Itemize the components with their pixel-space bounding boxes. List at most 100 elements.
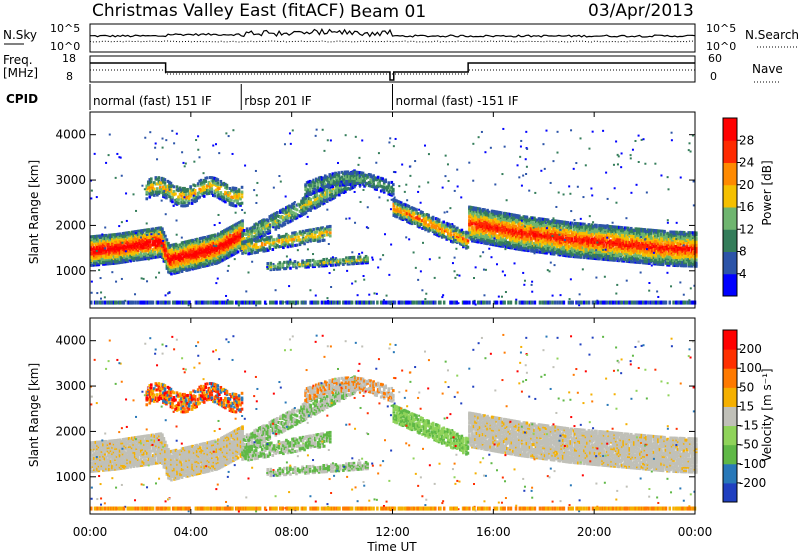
power-cell <box>587 226 591 230</box>
power-cell <box>587 254 591 258</box>
power-cell <box>173 263 176 267</box>
power-cell <box>592 256 595 260</box>
power-cell <box>212 182 215 186</box>
power-cell <box>533 246 536 250</box>
power-cell <box>152 241 155 245</box>
power-cell <box>263 222 267 226</box>
power-cell <box>224 233 228 237</box>
power-cell <box>530 238 533 242</box>
power-cell <box>574 248 577 252</box>
power-cell <box>489 215 492 219</box>
power-cell <box>173 260 176 264</box>
power-cell <box>173 265 176 269</box>
power-cell <box>601 232 604 236</box>
power-cell <box>133 255 137 259</box>
power-cell <box>477 218 480 222</box>
power-cell <box>135 256 138 260</box>
power-cell <box>97 248 101 252</box>
power-cell <box>240 190 244 194</box>
power-cell <box>548 250 551 254</box>
power-cell <box>106 248 110 252</box>
power-cell <box>629 249 633 253</box>
power-cell <box>192 263 196 267</box>
power-cell <box>675 260 678 264</box>
power-cell <box>499 223 503 227</box>
power-cell <box>590 229 594 233</box>
power-cell <box>147 251 151 255</box>
power-cell <box>666 247 669 251</box>
power-cell <box>548 231 551 235</box>
power-cell <box>229 227 232 231</box>
power-cell <box>682 235 686 239</box>
power-cell <box>138 246 141 250</box>
power-cell <box>639 261 642 265</box>
power-cell <box>97 252 101 256</box>
power-cell <box>654 235 657 239</box>
power-cell <box>593 231 597 235</box>
power-cell <box>164 255 167 259</box>
power-cell <box>498 214 501 218</box>
power-cell <box>575 241 579 245</box>
power-cell <box>602 224 606 228</box>
power-cell <box>132 243 135 247</box>
power-cell <box>667 236 671 240</box>
power-cell <box>253 229 256 233</box>
power-cell <box>636 232 639 236</box>
power-cell <box>245 228 249 232</box>
power-cell <box>159 251 163 255</box>
power-cell <box>177 256 181 260</box>
power-cell <box>130 248 134 252</box>
power-cell <box>480 229 483 233</box>
power-cell <box>598 257 601 261</box>
power-cell <box>667 252 671 256</box>
power-cell <box>572 226 576 230</box>
power-cell <box>604 238 607 242</box>
power-cell <box>539 230 542 234</box>
power-cell <box>475 210 479 214</box>
power-cell <box>176 248 179 252</box>
power-cell <box>251 238 255 242</box>
power-cell <box>521 221 524 225</box>
power-cell <box>599 238 603 242</box>
power-cell <box>276 214 279 218</box>
power-cell <box>279 209 282 213</box>
power-cell <box>493 226 497 230</box>
power-cell <box>133 239 137 243</box>
power-cell <box>548 232 551 236</box>
power-cell <box>153 239 157 243</box>
power-cell <box>147 228 151 232</box>
power-cell <box>209 237 213 241</box>
power-cell <box>195 252 199 256</box>
power-cell <box>129 238 132 242</box>
power-cell <box>145 241 149 245</box>
power-cell <box>280 214 284 218</box>
power-cell <box>539 239 542 243</box>
power-cell <box>155 247 158 251</box>
power-cell <box>695 252 698 256</box>
power-cell <box>566 251 570 255</box>
power-cell <box>165 254 169 258</box>
power-cell <box>280 216 284 220</box>
power-cell <box>146 191 150 195</box>
power-cell <box>223 237 226 241</box>
power-cell <box>162 235 166 239</box>
power-cell <box>679 240 683 244</box>
power-cell <box>660 239 663 243</box>
power-cell <box>646 255 650 259</box>
power-cell <box>127 258 131 262</box>
power-cell <box>542 251 545 255</box>
power-cell <box>490 227 494 231</box>
power-cell <box>90 238 93 242</box>
power-cell <box>623 258 627 262</box>
power-cell <box>163 181 167 185</box>
power-cell <box>589 242 592 246</box>
power-cell <box>223 241 226 245</box>
power-cell <box>147 240 151 244</box>
power-cell <box>513 221 517 225</box>
power-cell <box>504 234 508 238</box>
power-cell <box>165 185 168 189</box>
power-cell <box>493 229 497 233</box>
power-cell <box>145 229 149 233</box>
power-cell <box>596 236 600 240</box>
power-cell <box>206 255 210 259</box>
